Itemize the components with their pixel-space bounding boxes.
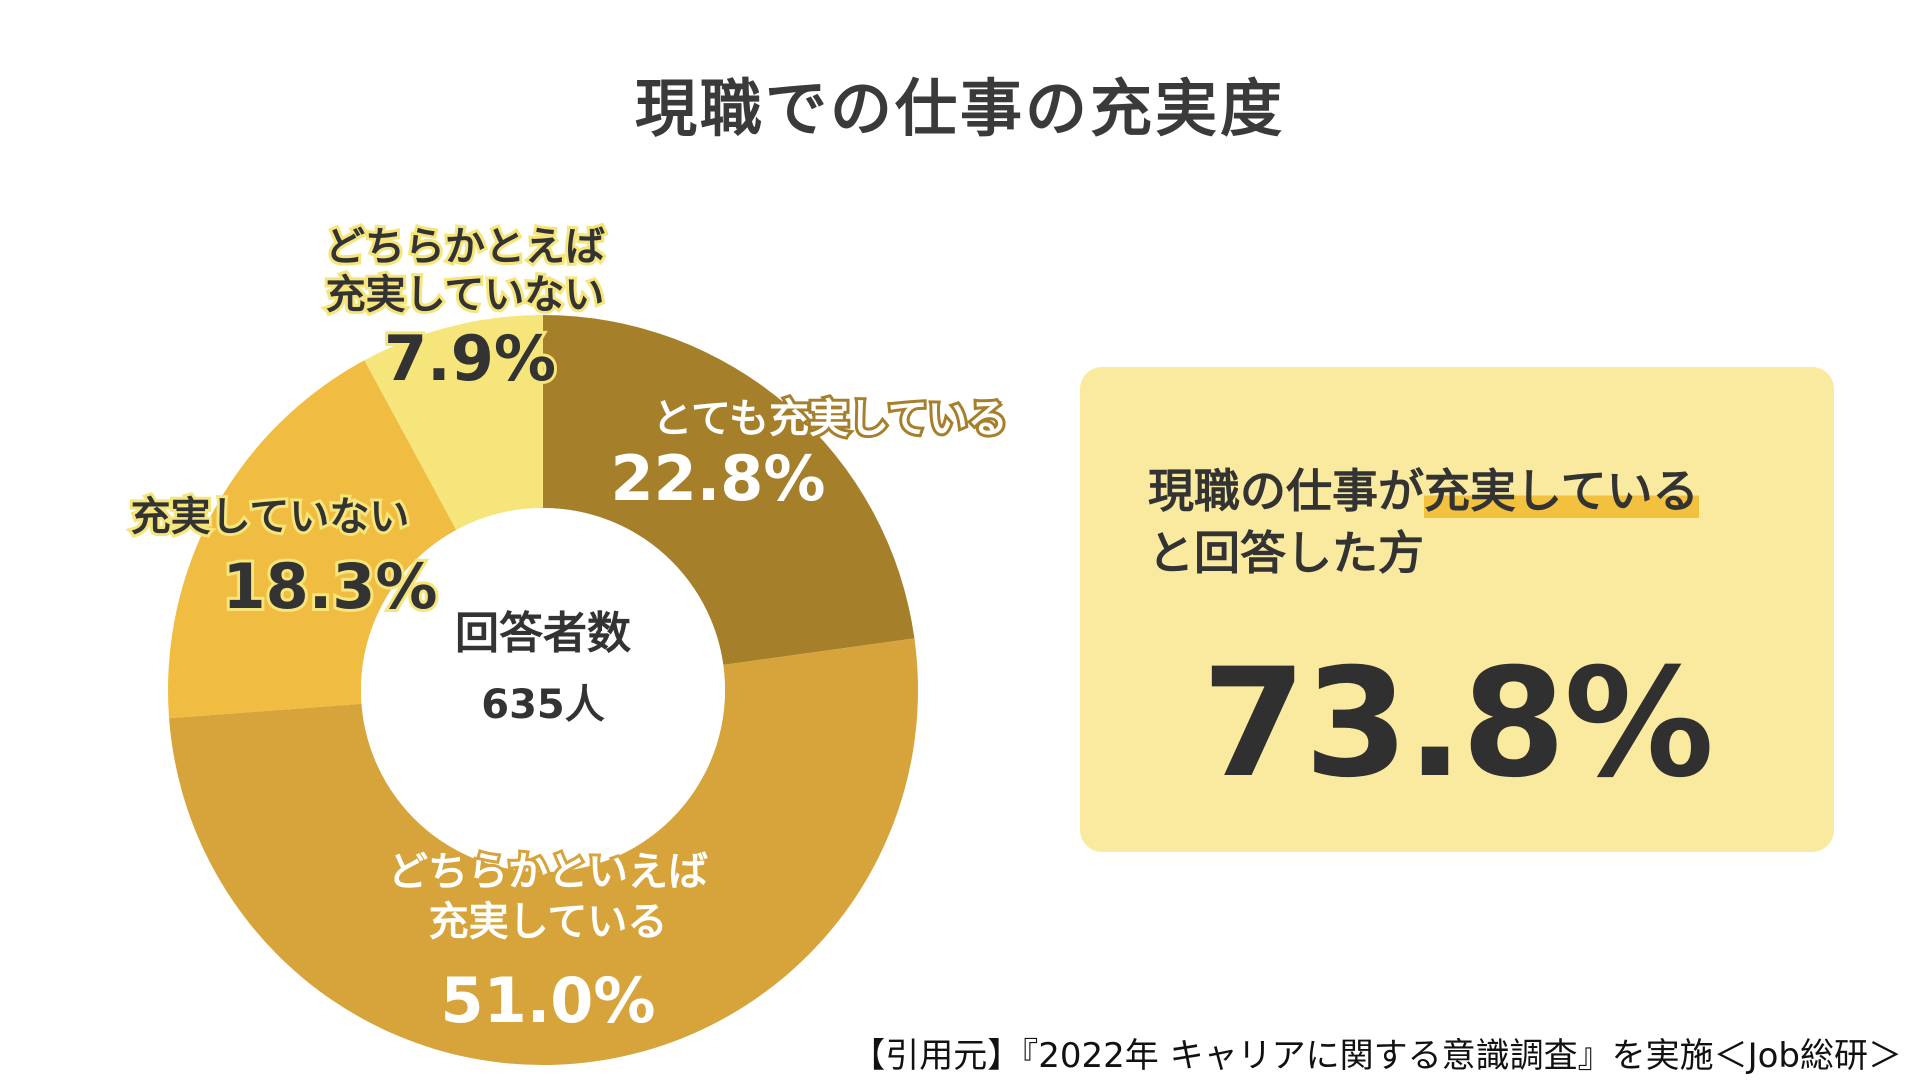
slice-label: 充実していない [131,494,410,540]
summary-line1-prefix: 現職の仕事が [1148,464,1424,518]
chart-title: 現職での仕事の充実度 [634,72,1285,145]
summary-line-2: と回答した方 [1148,526,1424,580]
donut-slice [169,638,918,1066]
donut-slice [364,315,543,530]
summary-line-1: 現職の仕事が充実している [1148,455,1699,521]
donut-slice [543,315,915,665]
slice-label: どちらかとえば [325,224,605,270]
summary-percent: 73.8% [1201,637,1714,811]
donut-slices [168,315,918,1066]
slice-label: 充実している [429,899,668,945]
slice-value-label: 22.8% [610,442,825,515]
summary-line1-highlight: 充実している [1424,464,1699,518]
center-value: 635人 [481,682,605,728]
center-label: 回答者数 [455,608,631,659]
donut-slice [168,360,457,719]
donut-hole [361,508,725,872]
slice-label: どちらかといえば [388,849,708,895]
slice-value-label: 7.9% [384,322,556,395]
donut-center: 回答者数 635人 [455,608,631,728]
slice-label: とても充実している [652,396,1008,442]
summary-card: 現職の仕事が充実している と回答した方 73.8% [1080,367,1834,852]
slice-value-label: 18.3% [222,550,437,623]
citation: 【引用元】『2022年 キャリアに関する意識調査』を実施＜Job総研＞ [851,1036,1902,1076]
slice-value-label: 51.0% [440,964,655,1037]
slice-label: 充実していない [326,272,605,318]
